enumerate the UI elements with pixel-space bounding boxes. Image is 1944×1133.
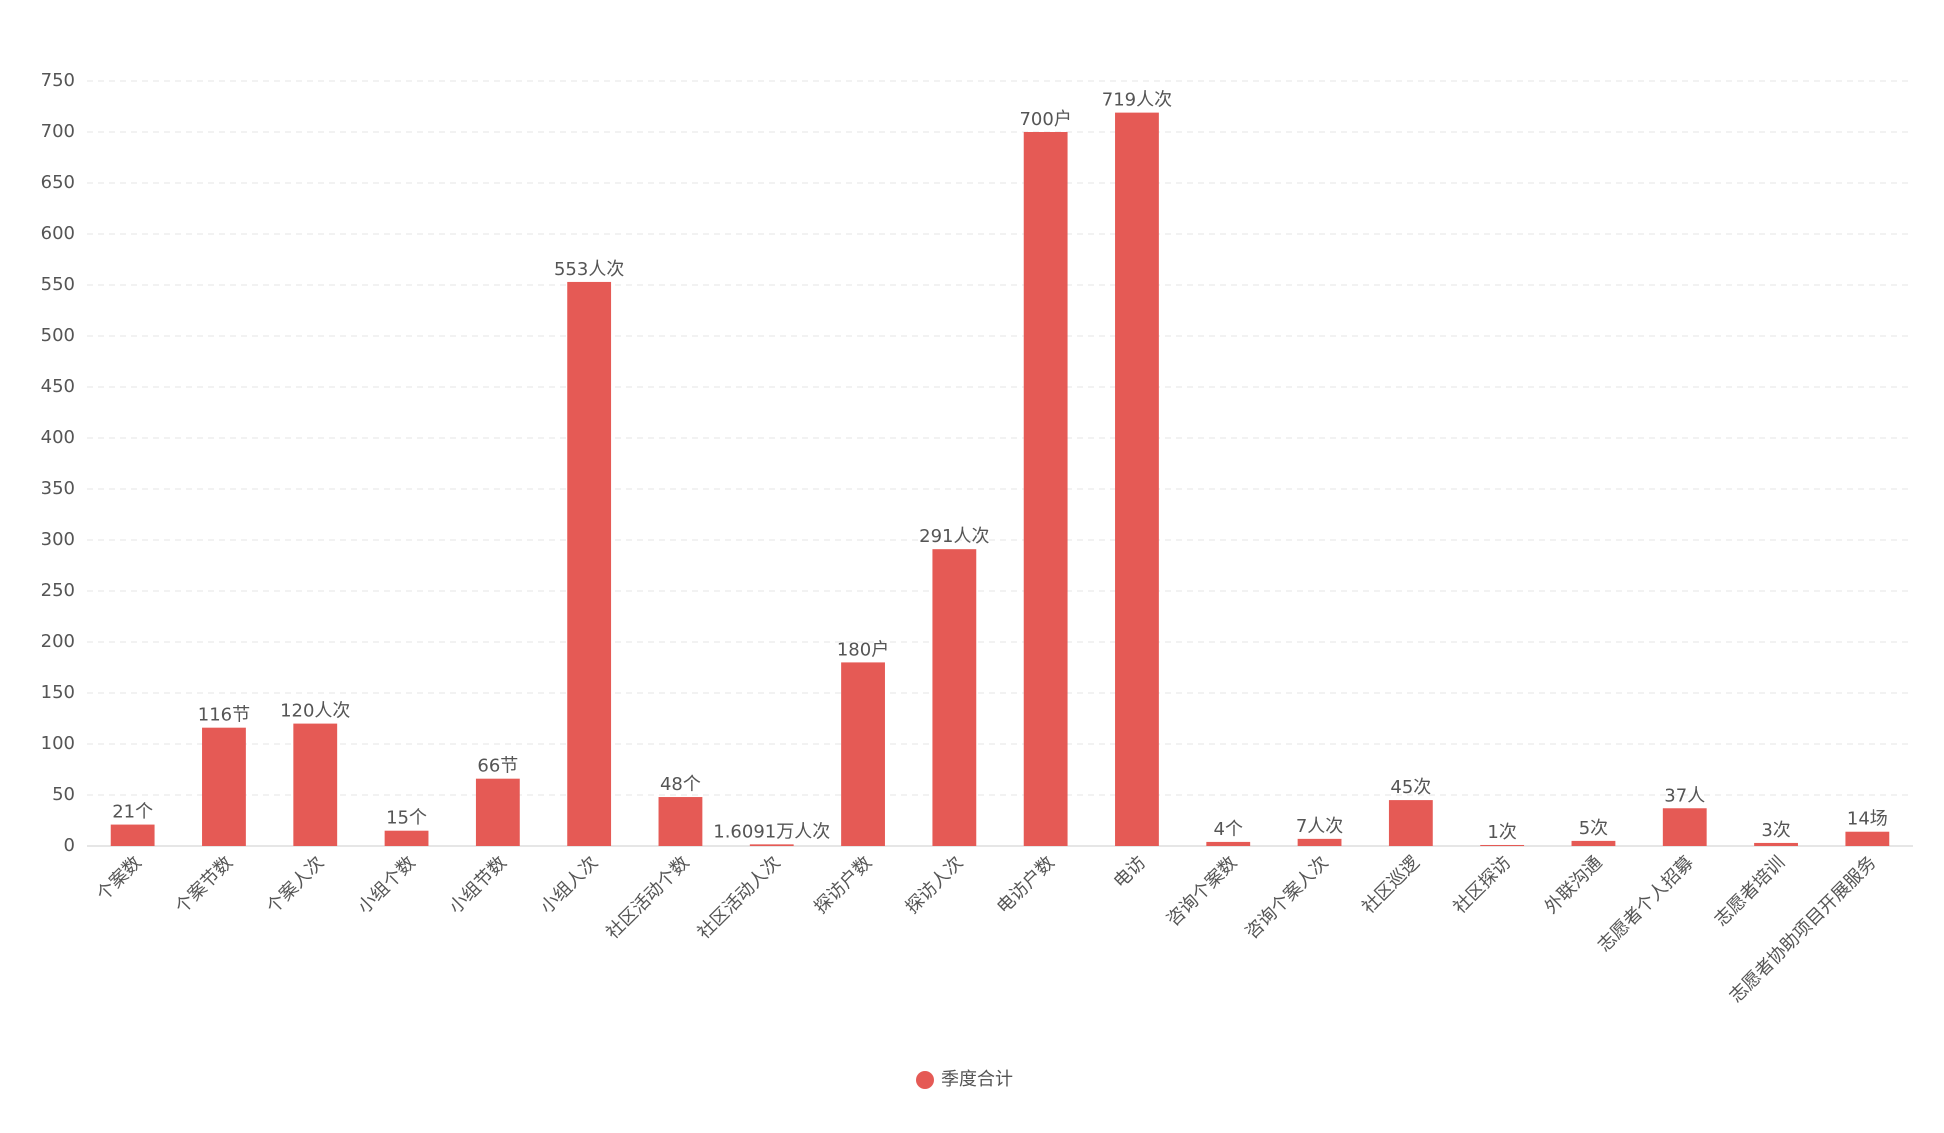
x-tick-label: 社区巡逻 bbox=[1358, 852, 1424, 918]
bar bbox=[384, 830, 429, 846]
y-tick-label: 50 bbox=[52, 784, 75, 805]
x-tick-label: 社区活动个数 bbox=[602, 852, 693, 943]
value-label: 14场 bbox=[1847, 809, 1888, 830]
value-label: 719人次 bbox=[1102, 90, 1172, 111]
value-label: 21个 bbox=[112, 802, 153, 823]
legend-marker bbox=[916, 1071, 934, 1089]
value-label: 5次 bbox=[1579, 818, 1608, 839]
bar bbox=[1115, 112, 1159, 847]
value-label: 45次 bbox=[1390, 777, 1431, 798]
y-tick-label: 500 bbox=[41, 325, 75, 346]
x-tick-label: 社区探访 bbox=[1449, 852, 1515, 918]
bar bbox=[202, 727, 246, 846]
x-tick-label: 小组个数 bbox=[354, 852, 420, 918]
y-tick-label: 350 bbox=[41, 478, 75, 499]
y-tick-label: 200 bbox=[41, 631, 75, 652]
bar bbox=[293, 723, 338, 846]
y-tick-label: 250 bbox=[41, 580, 75, 601]
bar bbox=[567, 281, 612, 846]
y-tick-label: 650 bbox=[41, 172, 75, 193]
value-label: 553人次 bbox=[554, 259, 624, 280]
x-tick-label: 志愿者培训 bbox=[1711, 852, 1789, 930]
bar bbox=[1206, 841, 1251, 846]
value-label: 700户 bbox=[1019, 109, 1071, 130]
bar bbox=[658, 797, 703, 846]
y-tick-label: 150 bbox=[41, 682, 75, 703]
x-tick-label: 外联沟通 bbox=[1541, 852, 1607, 918]
bar bbox=[841, 662, 885, 846]
bar bbox=[475, 778, 520, 846]
value-label: 48个 bbox=[660, 774, 701, 795]
y-tick-label: 100 bbox=[41, 733, 75, 754]
x-tick-label: 电访户数 bbox=[993, 852, 1059, 918]
value-label: 7人次 bbox=[1296, 816, 1343, 837]
x-tick-label: 个案节数 bbox=[171, 852, 237, 918]
value-label: 291人次 bbox=[919, 526, 989, 547]
y-tick-label: 450 bbox=[41, 376, 75, 397]
y-tick-label: 700 bbox=[41, 121, 75, 142]
y-tick-label: 750 bbox=[41, 70, 75, 91]
value-label: 180户 bbox=[837, 639, 889, 660]
bar bbox=[1845, 831, 1890, 846]
bar bbox=[1662, 808, 1707, 846]
x-tick-label: 探访户数 bbox=[810, 852, 876, 918]
value-label: 116节 bbox=[198, 705, 250, 726]
bar bbox=[1388, 800, 1433, 846]
y-tick-label: 600 bbox=[41, 223, 75, 244]
legend-label: 季度合计 bbox=[941, 1069, 1013, 1090]
x-tick-label: 社区活动人次 bbox=[694, 852, 785, 943]
x-tick-label: 小组人次 bbox=[536, 852, 602, 918]
bar bbox=[1754, 842, 1798, 846]
x-tick-label: 志愿者个人招募 bbox=[1594, 852, 1698, 956]
value-label: 1次 bbox=[1487, 822, 1516, 843]
value-label: 3次 bbox=[1761, 820, 1790, 841]
value-label: 120人次 bbox=[280, 701, 350, 722]
value-label: 4个 bbox=[1214, 819, 1243, 840]
x-tick-label: 咨询个案人次 bbox=[1241, 852, 1332, 943]
y-tick-label: 550 bbox=[41, 274, 75, 295]
bar bbox=[1571, 840, 1616, 846]
x-tick-label: 个案数 bbox=[93, 852, 146, 905]
x-tick-label: 咨询个案数 bbox=[1163, 852, 1241, 930]
value-label: 1.6091万人次 bbox=[713, 821, 830, 842]
x-tick-label: 个案人次 bbox=[263, 852, 329, 918]
bar bbox=[749, 844, 794, 846]
y-tick-label: 300 bbox=[41, 529, 75, 550]
bar bbox=[932, 549, 977, 846]
value-label: 37人 bbox=[1664, 785, 1705, 806]
x-tick-label: 电访 bbox=[1110, 852, 1150, 892]
value-label: 66节 bbox=[477, 756, 518, 777]
bar bbox=[1023, 132, 1068, 846]
x-tick-label: 小组节数 bbox=[445, 852, 511, 918]
bar bbox=[1480, 844, 1525, 846]
y-tick-label: 0 bbox=[64, 835, 75, 856]
bar bbox=[110, 824, 155, 846]
x-tick-label: 志愿者协助项目开展服务 bbox=[1726, 852, 1881, 1007]
value-label: 15个 bbox=[386, 808, 427, 829]
y-tick-label: 400 bbox=[41, 427, 75, 448]
x-tick-label: 探访人次 bbox=[902, 852, 968, 918]
bar bbox=[1297, 838, 1342, 846]
